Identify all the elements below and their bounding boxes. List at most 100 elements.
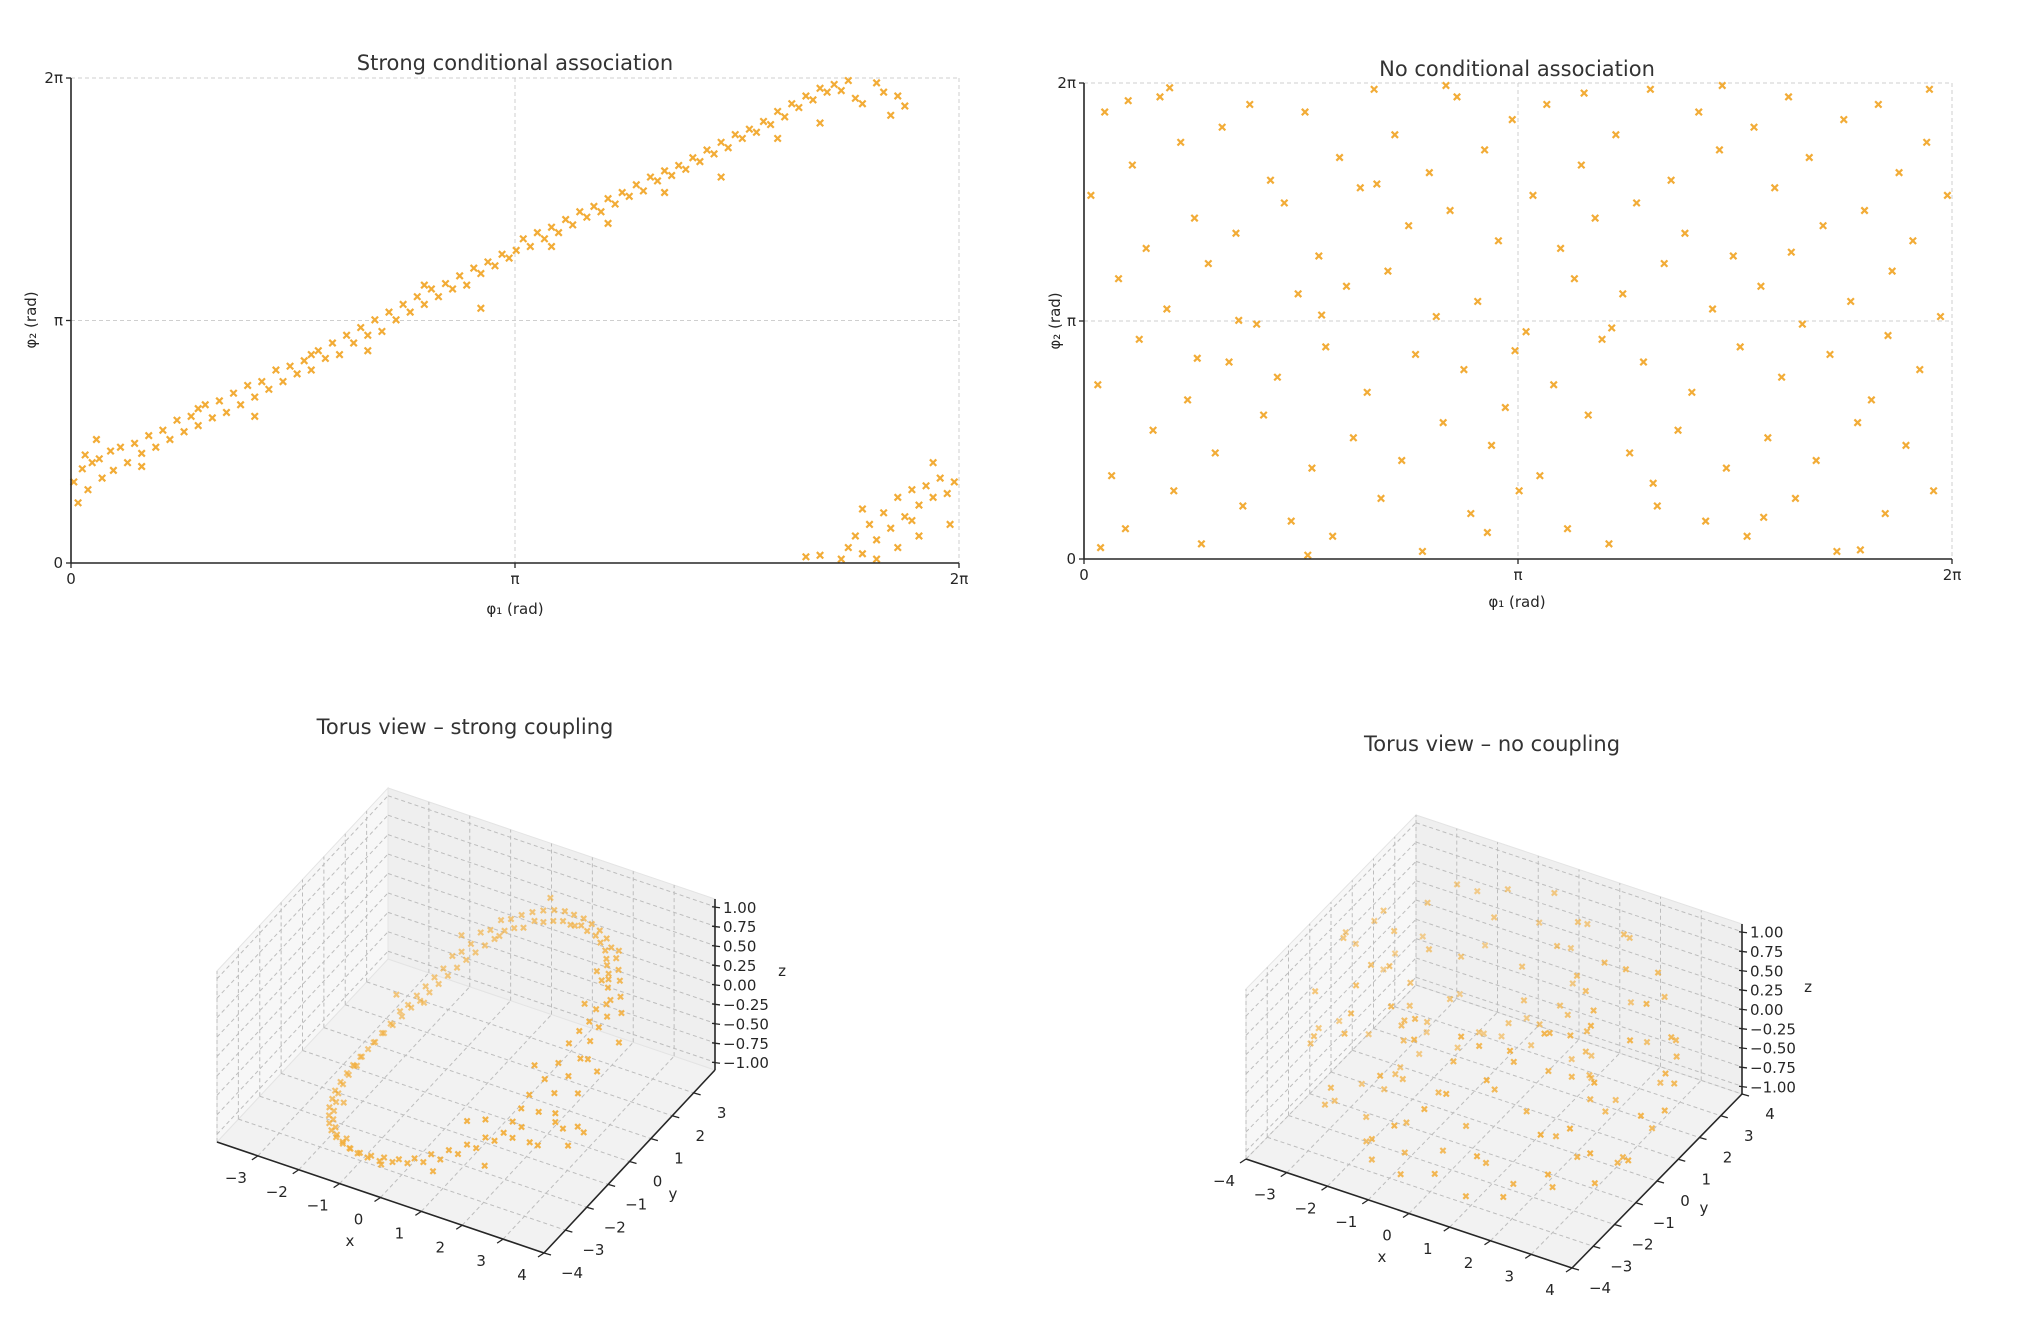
data-point — [1273, 373, 1282, 382]
data-point-3d — [496, 932, 503, 940]
x-tick — [496, 1238, 504, 1244]
data-point — [1625, 448, 1634, 457]
data-point-3d — [364, 1154, 371, 1161]
data-point — [363, 346, 372, 355]
data-point — [1252, 320, 1261, 329]
data-point — [801, 552, 810, 561]
data-point-3d — [431, 974, 438, 981]
data-point-3d — [1591, 1179, 1599, 1187]
data-point — [943, 489, 952, 498]
data-point-3d — [1400, 1037, 1408, 1044]
data-point — [625, 192, 634, 201]
data-point — [611, 200, 620, 209]
data-point — [1287, 517, 1296, 526]
data-point-3d — [1648, 1124, 1656, 1132]
data-point-3d — [1342, 928, 1350, 936]
data-point — [286, 362, 295, 371]
data-point-3d — [580, 915, 588, 922]
data-point — [1618, 289, 1627, 298]
floor-gridline — [1267, 1136, 1594, 1247]
data-point — [823, 88, 832, 97]
left-wall-gridline — [1245, 938, 1417, 1113]
data-point-3d — [1391, 950, 1399, 957]
data-point-3d — [1310, 1032, 1318, 1040]
data-point — [293, 369, 302, 378]
data-point — [476, 269, 485, 278]
data-point — [1317, 311, 1326, 320]
data-point — [1124, 96, 1133, 105]
data-point-3d — [1506, 1047, 1514, 1055]
y-tick — [693, 1092, 701, 1096]
data-point — [660, 188, 669, 197]
data-point-3d — [1446, 995, 1454, 1003]
data-point-3d — [1568, 1073, 1576, 1081]
left-wall-gridline — [1245, 861, 1417, 1036]
z-tick — [1738, 969, 1748, 973]
data-point — [1100, 108, 1109, 117]
data-point-3d — [1499, 1193, 1507, 1201]
y-axis-label-torus-none: y — [1700, 1199, 1709, 1217]
data-point-3d — [1673, 1053, 1680, 1060]
y-tick — [586, 1206, 594, 1210]
data-point-3d — [1315, 1024, 1323, 1032]
data-point — [872, 78, 881, 87]
y-axis-label-none: φ₂ (rad) — [1046, 292, 1064, 349]
data-point — [830, 80, 839, 89]
data-point-3d — [1583, 920, 1591, 928]
data-point — [106, 447, 115, 456]
data-point-3d — [328, 1126, 335, 1134]
data-point — [872, 535, 881, 544]
y-tick — [565, 1229, 573, 1233]
data-point — [1459, 365, 1468, 374]
data-point-3d — [1612, 1096, 1620, 1104]
data-point-3d — [1551, 889, 1558, 897]
data-point-3d — [1546, 1029, 1554, 1037]
y-tick-label: 3 — [717, 1104, 727, 1122]
data-point — [250, 412, 259, 421]
data-point — [1121, 524, 1130, 533]
data-point-3d — [1457, 953, 1465, 961]
data-point-3d — [1619, 1153, 1627, 1161]
data-point-3d — [607, 944, 615, 951]
data-point — [78, 464, 87, 473]
data-point-3d — [491, 935, 498, 943]
data-point — [243, 381, 252, 390]
data-point-3d — [1386, 962, 1393, 970]
data-point-3d — [353, 1062, 361, 1070]
z-axis-label-torus-strong: z — [778, 962, 786, 980]
x-tick-label: 0 — [1382, 1227, 1392, 1245]
data-point — [1494, 236, 1503, 245]
data-point-3d — [1311, 987, 1319, 995]
data-point — [385, 308, 393, 317]
data-point — [1501, 403, 1510, 412]
data-point-3d — [501, 927, 508, 935]
data-point-3d — [592, 932, 600, 940]
data-point — [568, 220, 577, 229]
floor-gridline — [302, 1050, 630, 1162]
data-point-3d — [547, 894, 554, 902]
data-point — [321, 354, 330, 363]
data-point-3d — [1505, 1019, 1512, 1027]
x-tick-label: −4 — [1213, 1172, 1235, 1190]
data-point-3d — [1483, 1076, 1491, 1084]
data-point — [547, 242, 556, 251]
data-point — [1321, 342, 1330, 351]
data-point-3d — [1545, 1067, 1552, 1075]
x-tick-label: −2 — [1294, 1199, 1316, 1217]
data-point — [844, 543, 853, 552]
data-point — [907, 516, 916, 525]
data-point-3d — [1403, 1119, 1410, 1126]
data-point — [1439, 418, 1448, 427]
data-point — [1280, 198, 1289, 207]
data-point-3d — [535, 1108, 543, 1116]
data-point — [674, 161, 683, 170]
data-point — [816, 84, 825, 93]
data-point-3d — [325, 1119, 333, 1127]
data-point-3d — [340, 1099, 348, 1106]
data-point-3d — [1624, 1157, 1632, 1164]
data-point-3d — [1509, 1180, 1517, 1188]
data-point — [1687, 388, 1696, 397]
data-point-3d — [339, 1080, 347, 1088]
data-point-3d — [1626, 1036, 1634, 1044]
